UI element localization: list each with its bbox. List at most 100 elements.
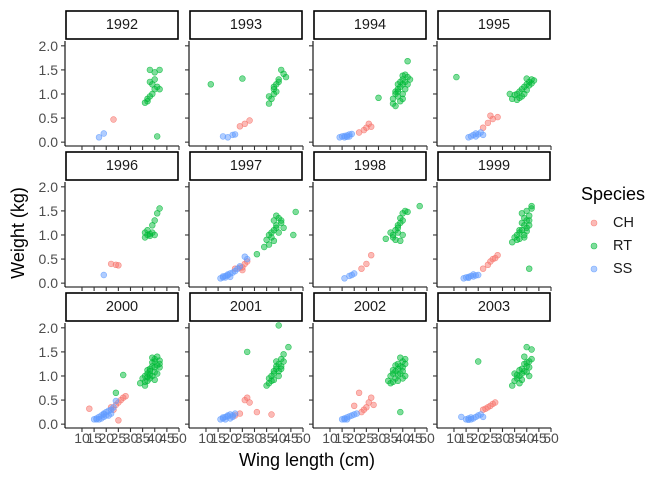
x-tick-label: 40: [519, 430, 535, 446]
x-tick-label: 20: [98, 430, 114, 446]
data-point-rt: [511, 370, 518, 377]
data-point-rt: [151, 376, 158, 383]
data-point-rt: [275, 229, 282, 236]
data-point-rt: [525, 372, 533, 380]
data-point-rt: [112, 389, 120, 396]
legend-label-rt: RT: [613, 238, 632, 254]
data-point-rt: [402, 360, 409, 368]
x-tick-label: 30: [371, 430, 387, 446]
y-tick-label: 2.0: [39, 38, 59, 54]
y-tick-label: 0.0: [39, 275, 59, 291]
data-point-rt: [516, 227, 523, 234]
data-point-rt: [282, 73, 290, 81]
data-point-rt: [397, 354, 404, 361]
data-point-ch: [351, 402, 358, 409]
y-tick-label: 0.0: [39, 134, 59, 150]
y-tick-label: 1.0: [39, 227, 59, 243]
data-point-ss: [472, 133, 479, 140]
x-tick-label: 35: [135, 430, 151, 446]
data-point-rt: [280, 224, 287, 232]
x-tick-label: 45: [407, 430, 423, 446]
legend-title: Species: [581, 184, 645, 204]
x-axis-title: Wing length (cm): [239, 450, 375, 470]
data-point-ch: [368, 123, 375, 130]
data-point-rt: [399, 72, 406, 79]
data-point-rt: [375, 94, 382, 102]
data-point-rt: [453, 73, 460, 81]
x-tick-label: 30: [123, 430, 139, 446]
data-point-ss: [343, 133, 351, 141]
x-tick-label: 15: [210, 430, 226, 446]
facet-strip: [437, 292, 551, 322]
data-point-ch: [246, 117, 253, 124]
x-tick-label: 40: [271, 430, 287, 446]
y-tick-label: 2.0: [39, 320, 59, 336]
data-point-rt: [151, 76, 158, 83]
data-point-rt: [244, 348, 251, 356]
data-point-rt: [525, 265, 533, 272]
x-tick-label: 40: [395, 430, 411, 446]
x-tick-label: 50: [171, 430, 187, 446]
data-point-rt: [523, 359, 530, 366]
x-tick-label: 10: [198, 430, 214, 446]
data-point-rt: [239, 75, 246, 82]
data-point-rt: [397, 237, 404, 245]
data-point-rt: [265, 241, 273, 248]
y-tick-label: 0.0: [39, 416, 59, 432]
legend-label-ch: CH: [613, 215, 634, 231]
data-point-ss: [227, 273, 234, 281]
x-tick-label: 50: [543, 430, 559, 446]
data-point-ss: [100, 410, 108, 417]
x-tick-label: 15: [334, 430, 350, 446]
legend-label-ss: SS: [613, 261, 632, 277]
data-point-rt: [387, 380, 394, 387]
data-point-ch: [115, 417, 122, 424]
y-tick-label: 1.5: [39, 203, 59, 219]
x-tick-label: 10: [446, 430, 462, 446]
data-point-rt: [382, 235, 389, 243]
x-tick-label: 45: [531, 430, 547, 446]
panel-1995: 1995: [433, 10, 552, 150]
x-tick-label: 30: [247, 430, 263, 446]
data-point-rt: [394, 377, 402, 384]
data-point-rt: [278, 66, 285, 74]
data-point-ch: [355, 389, 363, 396]
data-point-rt: [156, 205, 163, 212]
data-point-rt: [404, 208, 411, 216]
data-point-ch: [86, 405, 93, 412]
facet-strip-label: 2003: [478, 299, 510, 315]
panel-1996: 1996 0.0 0.5 1.0 1.5 2.0: [39, 151, 180, 291]
data-point-rt: [513, 96, 521, 104]
data-point-ch: [110, 116, 117, 123]
data-point-ch: [370, 401, 377, 409]
data-point-ss: [479, 413, 487, 421]
y-axis-title: Weight (kg): [8, 187, 28, 279]
legend: Species CH RT SS: [581, 184, 645, 277]
data-point-rt: [513, 236, 521, 244]
y-tick-label: 0.5: [39, 392, 59, 408]
panel-1997: 1997: [185, 151, 304, 291]
data-point-rt: [521, 353, 528, 360]
y-tick-label: 1.5: [39, 344, 59, 360]
data-point-ch: [363, 260, 370, 268]
data-point-ss: [465, 416, 472, 423]
facet-strip-label: 1992: [106, 17, 138, 33]
data-point-rt: [156, 85, 163, 93]
facet-strip: [65, 10, 179, 40]
data-point-rt: [521, 234, 528, 241]
x-tick-label: 25: [235, 430, 251, 446]
facet-strip: [313, 151, 427, 181]
data-point-rt: [156, 66, 163, 74]
facet-strip: [189, 10, 303, 40]
data-point-ss: [231, 131, 239, 138]
x-tick-label: 35: [383, 430, 399, 446]
panel-1998: 1998: [309, 151, 428, 291]
data-point-rt: [270, 83, 278, 91]
x-tick-label: 20: [346, 430, 362, 446]
x-tick-label: 50: [419, 430, 435, 446]
data-point-ch: [368, 252, 375, 259]
data-point-rt: [149, 222, 156, 229]
